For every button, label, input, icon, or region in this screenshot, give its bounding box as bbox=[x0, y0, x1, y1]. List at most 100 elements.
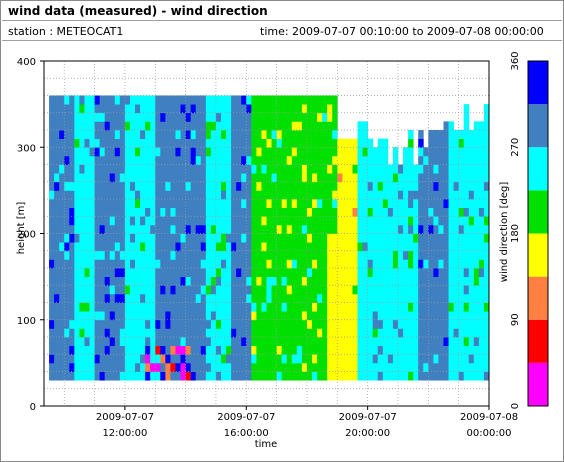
heatmap-cell bbox=[185, 112, 192, 122]
heatmap-cell bbox=[448, 311, 455, 321]
heatmap-cell bbox=[408, 164, 414, 174]
heatmap-cell bbox=[185, 233, 192, 243]
heatmap-cell bbox=[99, 302, 106, 312]
heatmap-cell bbox=[104, 250, 111, 260]
heatmap-cell bbox=[408, 250, 414, 260]
heatmap-cell bbox=[453, 224, 460, 234]
heatmap-cell bbox=[423, 164, 429, 174]
heatmap-cell bbox=[74, 181, 80, 191]
heatmap-cell bbox=[468, 173, 475, 183]
heatmap-cell bbox=[200, 285, 207, 295]
heatmap-cell bbox=[312, 207, 318, 217]
heatmap-cell bbox=[119, 233, 126, 243]
heatmap-cell bbox=[155, 121, 161, 131]
heatmap-cell bbox=[251, 121, 257, 131]
heatmap-cell bbox=[220, 173, 227, 183]
heatmap-cell bbox=[473, 371, 480, 381]
heatmap-cell bbox=[104, 216, 111, 226]
heatmap-cell bbox=[94, 173, 101, 183]
heatmap-cell bbox=[109, 337, 116, 347]
heatmap-cell bbox=[226, 259, 232, 269]
heatmap-cell bbox=[372, 345, 379, 355]
heatmap-cell bbox=[387, 337, 394, 347]
heatmap-cell bbox=[478, 199, 485, 209]
heatmap-cells bbox=[49, 95, 490, 381]
heatmap-cell bbox=[129, 302, 136, 312]
heatmap-cell bbox=[271, 250, 278, 260]
heatmap-cell bbox=[99, 199, 106, 209]
heatmap-cell bbox=[296, 319, 303, 329]
heatmap-cell bbox=[251, 268, 257, 278]
heatmap-cell bbox=[423, 233, 429, 243]
heatmap-cell bbox=[124, 242, 131, 252]
heatmap-cell bbox=[483, 233, 490, 243]
heatmap-cell bbox=[49, 276, 55, 286]
heatmap-cell bbox=[433, 345, 439, 355]
heatmap-cell bbox=[74, 242, 80, 252]
heatmap-cell bbox=[266, 328, 272, 338]
heatmap-cell bbox=[423, 362, 429, 372]
heatmap-cell bbox=[170, 181, 176, 191]
heatmap-cell bbox=[322, 354, 328, 364]
heatmap-cell bbox=[114, 250, 121, 260]
heatmap-cell bbox=[382, 233, 389, 243]
heatmap-cell bbox=[165, 147, 171, 157]
heatmap-cell bbox=[301, 293, 308, 303]
heatmap-cell bbox=[180, 190, 186, 200]
heatmap-cell bbox=[231, 242, 237, 252]
heatmap-cell bbox=[145, 233, 151, 243]
heatmap-cell bbox=[478, 319, 485, 329]
heatmap-cell bbox=[312, 224, 318, 234]
heatmap-cell bbox=[200, 130, 207, 140]
heatmap-cell bbox=[94, 371, 101, 381]
heatmap-cell bbox=[478, 130, 485, 140]
heatmap-cell bbox=[145, 371, 151, 381]
heatmap-cell bbox=[443, 371, 449, 381]
heatmap-cell bbox=[114, 293, 121, 303]
heatmap-cell bbox=[261, 207, 267, 217]
heatmap-cell bbox=[49, 311, 55, 321]
heatmap-cell bbox=[473, 285, 480, 295]
heatmap-cell bbox=[468, 345, 475, 355]
heatmap-cell bbox=[190, 164, 197, 174]
heatmap-cell bbox=[185, 147, 192, 157]
heatmap-cell bbox=[468, 242, 475, 252]
heatmap-cell bbox=[382, 138, 389, 148]
heatmap-cell bbox=[210, 345, 217, 355]
heatmap-cell bbox=[231, 190, 237, 200]
heatmap-cell bbox=[64, 285, 70, 295]
heatmap-cell bbox=[79, 138, 85, 148]
heatmap-cell bbox=[231, 138, 237, 148]
heatmap-cell bbox=[367, 337, 374, 347]
heatmap-cell bbox=[195, 242, 202, 252]
heatmap-cell bbox=[180, 259, 186, 269]
heatmap-cell bbox=[160, 371, 166, 381]
heatmap-cell bbox=[271, 164, 278, 174]
heatmap-cell bbox=[377, 319, 384, 329]
heatmap-cell bbox=[276, 268, 283, 278]
heatmap-cell bbox=[357, 121, 363, 131]
heatmap-cell bbox=[271, 199, 278, 209]
heatmap-cell bbox=[129, 371, 136, 381]
heatmap-cell bbox=[443, 190, 449, 200]
heatmap-cell bbox=[418, 259, 424, 269]
heatmap-cell bbox=[170, 216, 176, 226]
heatmap-cell bbox=[251, 337, 257, 347]
heatmap-cell bbox=[286, 199, 293, 209]
heatmap-cell bbox=[357, 199, 363, 209]
heatmap-cell bbox=[155, 259, 161, 269]
heatmap-cell bbox=[342, 199, 348, 209]
heatmap-cell bbox=[301, 250, 308, 260]
heatmap-cell bbox=[317, 173, 323, 183]
heatmap-cell bbox=[145, 138, 151, 148]
heatmap-cell bbox=[205, 164, 212, 174]
heatmap-cell bbox=[89, 311, 95, 321]
heatmap-cell bbox=[124, 233, 131, 243]
heatmap-cell bbox=[150, 371, 156, 381]
heatmap-cell bbox=[155, 155, 161, 165]
heatmap-cell bbox=[200, 311, 207, 321]
heatmap-cell bbox=[200, 216, 207, 226]
heatmap-cell bbox=[261, 354, 267, 364]
heatmap-cell bbox=[140, 207, 146, 217]
x-axis-label: time bbox=[255, 439, 278, 450]
